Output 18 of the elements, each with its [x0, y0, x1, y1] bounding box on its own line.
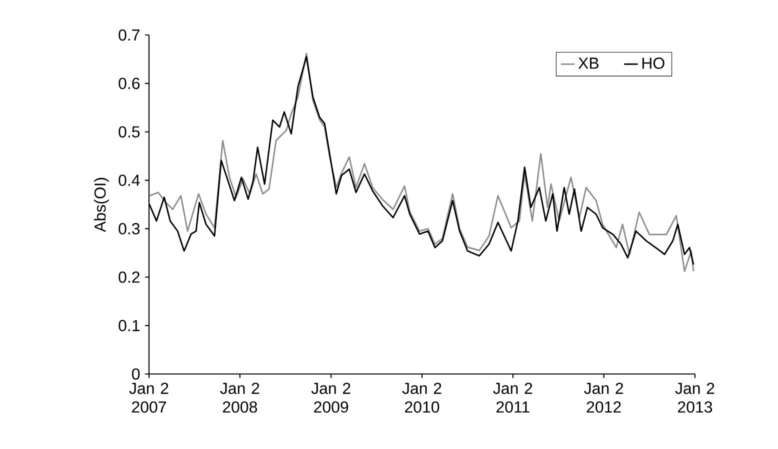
x-tick-label: Jan 2 2012 [584, 382, 624, 413]
x-tick-label: Jan 2 2011 [493, 382, 532, 413]
legend-label: XB [578, 58, 598, 69]
y-tick-label: 0.5 [118, 126, 140, 138]
x-tick-label: Jan 2 2013 [675, 382, 714, 413]
y-tick-label: 0.7 [118, 29, 140, 41]
x-tick-label: Jan 2 2007 [129, 382, 168, 413]
y-axis-title: Abs(OI) [94, 178, 109, 232]
x-tick-label: Jan 2 2008 [220, 382, 260, 413]
y-tick-label: 0.2 [118, 271, 140, 283]
y-tick-label: 0.3 [118, 223, 140, 234]
legend-label: HO [642, 58, 664, 69]
y-tick-label: 0.1 [118, 320, 140, 332]
y-tick-label: 0.4 [118, 174, 140, 186]
x-tick-label: Jan 2 2009 [311, 382, 350, 413]
y-tick-label: 0.6 [118, 78, 140, 90]
x-tick-label: Jan 2 2010 [402, 382, 442, 413]
y-tick-label: 0 [132, 368, 140, 380]
